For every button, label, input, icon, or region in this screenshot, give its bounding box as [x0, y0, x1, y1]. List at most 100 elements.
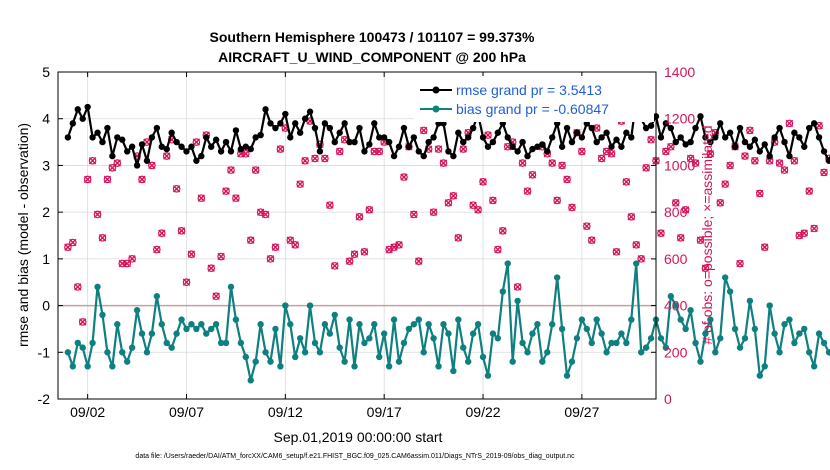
bias-point — [148, 330, 156, 337]
bias-point — [445, 330, 452, 337]
bias-point — [109, 363, 116, 370]
obs-possible-marker — [612, 248, 621, 256]
rmse-point — [148, 134, 156, 141]
bias-point — [415, 316, 422, 323]
obs-assimilated-marker — [667, 143, 675, 151]
bias-point — [435, 363, 442, 370]
obs-count-point — [716, 199, 725, 207]
axis-ticks: -2 -1 0 1 2 3 4 5 0 200 400 600 800 1000 1200 1400 09/02… — [38, 64, 696, 420]
chart-title: Southern Hemisphere 100473 / 101107 = 99… — [210, 29, 535, 45]
bias-point — [128, 344, 136, 351]
bias-point — [776, 349, 783, 356]
obs-count-point — [607, 149, 616, 158]
obs-possible-marker — [69, 238, 77, 247]
y-tick-label-left: 0 — [42, 298, 50, 314]
bias-point — [692, 339, 699, 347]
obs-possible-marker — [667, 142, 675, 151]
obs-assimilated-marker — [410, 210, 418, 219]
rmse-point — [494, 129, 502, 136]
bias-point — [509, 358, 516, 365]
obs-assimilated-marker — [197, 194, 206, 202]
bias-point — [371, 321, 378, 328]
obs-count-point — [227, 166, 235, 174]
rmse-point — [489, 138, 497, 146]
bias-point — [296, 335, 304, 342]
bias-point — [524, 349, 531, 356]
bias-point — [410, 321, 418, 328]
bias-point — [731, 325, 739, 333]
obs-count-point — [721, 180, 729, 188]
rmse-point — [514, 148, 521, 155]
obs-assimilated-marker — [612, 248, 621, 256]
obs-possible-marker — [607, 149, 616, 158]
bias-point — [217, 339, 225, 347]
obs-count-point — [326, 201, 334, 209]
bias-point — [395, 358, 403, 365]
obs-count-point — [439, 159, 448, 167]
obs-possible-marker — [261, 210, 270, 219]
rmse-point — [568, 138, 576, 146]
bias-point — [791, 339, 798, 347]
obs-count-point — [751, 156, 759, 165]
rmse-point — [430, 134, 437, 141]
bias-point — [119, 349, 126, 356]
obs-possible-marker — [553, 196, 561, 205]
rmse-point — [94, 129, 101, 136]
obs-count-point — [138, 175, 146, 184]
bias-point — [460, 344, 467, 351]
chart-subtitle: AIRCRAFT_U_WIND_COMPONENT @ 200 hPa — [218, 49, 526, 65]
obs-assimilated-marker — [701, 264, 710, 272]
obs-assimilated-marker — [756, 189, 764, 198]
rmse-point — [761, 141, 768, 148]
bias-point — [212, 321, 220, 328]
obs-assimilated-marker — [158, 229, 166, 237]
obs-count-point — [479, 177, 487, 186]
obs-count-point — [736, 259, 744, 268]
x-tick-label: 09/17 — [367, 404, 402, 420]
obs-assimilated-marker — [489, 196, 497, 205]
rmse-point — [366, 141, 373, 148]
bias-point — [786, 316, 793, 323]
obs-count-point — [375, 147, 384, 156]
obs-possible-marker — [469, 201, 477, 209]
bias-point — [74, 339, 81, 347]
obs-assimilated-marker — [128, 255, 136, 263]
obs-possible-marker — [93, 210, 102, 219]
obs-count-point — [474, 206, 482, 214]
rmse-point — [247, 145, 254, 153]
obs-count-point — [785, 119, 794, 128]
obs-count-point — [760, 243, 769, 251]
obs-count-point — [622, 177, 631, 186]
y-tick-label-right: 600 — [664, 251, 688, 267]
bias-point — [356, 321, 363, 328]
rmse-point — [242, 143, 250, 150]
obs-count-point — [410, 210, 418, 219]
obs-possible-marker — [103, 175, 112, 184]
obs-possible-marker — [647, 135, 655, 144]
obs-possible-marker — [192, 138, 201, 146]
rmse-point — [371, 120, 378, 127]
obs-count-point — [301, 156, 309, 165]
obs-count-point — [360, 248, 369, 256]
bias-point — [89, 339, 96, 347]
obs-assimilated-marker — [232, 194, 240, 202]
obs-possible-marker — [736, 259, 744, 268]
obs-count-point — [395, 241, 403, 249]
obs-count-point — [726, 161, 734, 170]
obs-assimilated-marker — [261, 210, 270, 219]
obs-possible-marker — [706, 149, 715, 158]
rmse-point — [89, 134, 96, 141]
footer-data-file: data file: /Users/raeder/DAI/ATM_forcXX/… — [135, 453, 575, 460]
obs-count-point — [103, 175, 112, 184]
bias-series — [64, 260, 830, 384]
obs-count-point — [578, 147, 586, 156]
obs-assimilated-marker — [820, 168, 828, 177]
obs-possible-marker — [721, 180, 729, 188]
obs-possible-marker — [271, 243, 280, 251]
rmse-point — [796, 134, 803, 141]
rmse-point — [741, 138, 749, 146]
bias-point — [578, 316, 586, 323]
rmse-point — [598, 134, 605, 141]
obs-possible-marker — [311, 154, 319, 163]
obs-possible-marker — [716, 199, 725, 207]
